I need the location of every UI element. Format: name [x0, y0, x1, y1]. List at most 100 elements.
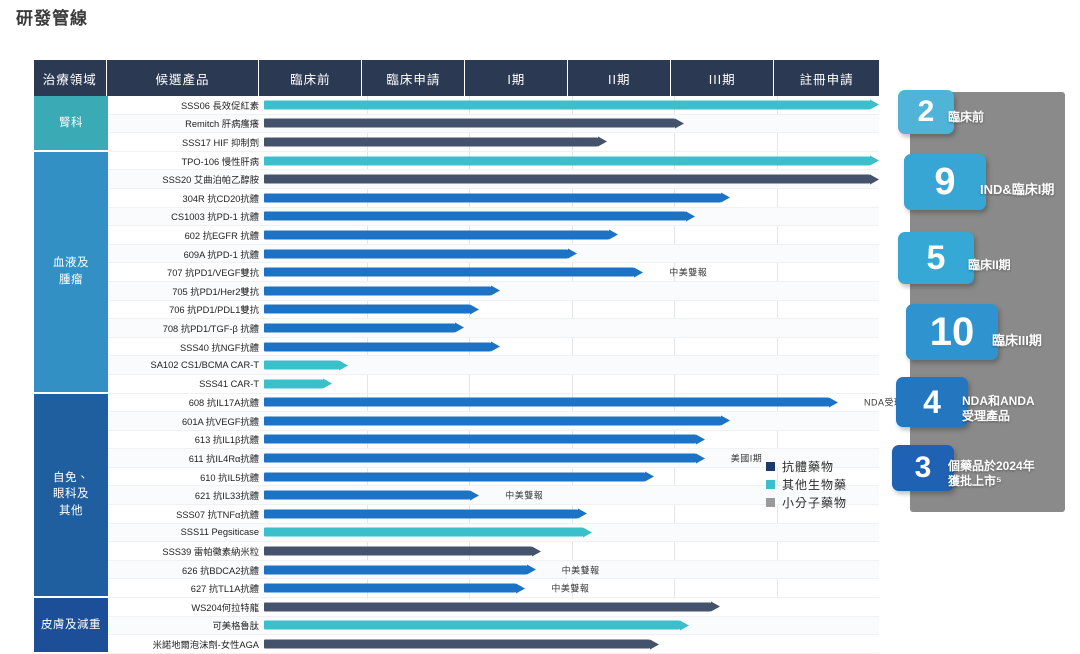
product-rows: WS204何拉特龍 可美格魯肽米諾地爾泡沫劑-女性AGA [108, 598, 879, 654]
product-name: 601A 抗VEGF抗體 [182, 416, 259, 427]
product-rows: 608 抗IL17A抗體 NDA受理 601A 抗VEGF抗體 613 抗IL1β抗體… [108, 394, 903, 599]
progress-bar [264, 285, 500, 296]
legend-label: 抗體藥物 [782, 459, 835, 474]
table-row[interactable]: WS204何拉特龍 [108, 598, 879, 617]
progress-bar [264, 490, 480, 501]
table-row[interactable]: 602 抗EGFR 抗體 [108, 226, 879, 245]
summary-panel: 2 臨床前 9 IND&臨床I期 5 臨床II期 10 臨床III期 4 NDA和ANDA 受理產品… [892, 90, 1065, 512]
product-name: 707 抗PD1/VEGF雙抗 [167, 268, 259, 279]
stage-track [264, 300, 879, 319]
progress-bar [264, 174, 879, 185]
product-name: SSS40 抗NGF抗體 [179, 342, 259, 353]
progress-bar [264, 453, 705, 464]
table-row[interactable]: 621 抗IL33抗體 中美雙報 [108, 486, 879, 506]
table-row[interactable]: 613 抗IL1β抗體 [108, 431, 879, 450]
summary-item: 10 臨床III期 [906, 304, 1042, 360]
arrow-tip-icon [608, 229, 618, 240]
summary-stage-label: NDA和ANDA 受理產品 [962, 394, 1035, 423]
table-row[interactable]: SSS17 HIF 抑制劑 [108, 133, 879, 152]
table-row[interactable]: 608 抗IL17A抗體 NDA受理 [108, 394, 903, 413]
product-name: SSS11 Pegsiticase [180, 527, 259, 538]
therapeutic-area-label: 血液及 腫瘤 [34, 151, 108, 394]
arrow-tip-icon [567, 248, 577, 259]
progress-bar [264, 434, 705, 445]
progress-bar [264, 304, 480, 315]
table-row[interactable]: 610 抗IL5抗體 [108, 468, 879, 487]
status-badge: NDA受理 [864, 397, 904, 408]
legend-swatch-icon [766, 479, 775, 489]
product-name: 610 抗IL5抗體 [200, 472, 259, 483]
stage-track [264, 133, 879, 152]
summary-stage-label: IND&臨床I期 [980, 181, 1055, 197]
stage-track: 中美雙報 [264, 560, 879, 579]
therapeutic-area-label: 自免、 眼科及 其他 [34, 393, 108, 599]
table-row[interactable]: 706 抗PD1/PDL1雙抗 [108, 301, 879, 320]
progress-bar-body [264, 509, 578, 519]
summary-count-badge: 4 [896, 377, 968, 427]
table-row[interactable]: 304R 抗CD20抗體 [108, 189, 879, 208]
table-row[interactable]: CS1003 抗PD-1 抗體 [108, 207, 879, 227]
table-row[interactable]: 708 抗PD1/TGF-β 抗體 [108, 319, 879, 338]
progress-bar [264, 471, 654, 482]
table-row[interactable]: SSS39 雷帕黴素納米粒 [108, 542, 879, 561]
progress-bar-body [264, 249, 568, 259]
table-row[interactable]: 705 抗PD1/Her2雙抗 [108, 281, 879, 301]
progress-bar [264, 639, 659, 650]
stage-track [264, 616, 879, 635]
progress-bar-body [264, 490, 471, 500]
table-row[interactable]: TPO-106 慢性肝病 NDA受理 [108, 152, 944, 171]
arrow-tip-icon [526, 564, 536, 575]
progress-bar [264, 192, 731, 203]
status-badge: 中美雙報 [551, 583, 590, 594]
status-badge: 中美雙報 [669, 267, 708, 278]
table-row[interactable]: SSS40 抗NGF抗體 [108, 338, 879, 357]
summary-item: 4 NDA和ANDA 受理產品 [896, 377, 1035, 427]
table-row[interactable]: 627 抗TL1A抗體 中美雙報 [108, 579, 879, 599]
progress-bar-body [264, 620, 681, 630]
product-name: 米諾地爾泡沫劑-女性AGA [152, 640, 259, 651]
table-row[interactable]: 609A 抗PD-1 抗體 [108, 244, 879, 264]
progress-bar [264, 527, 592, 538]
progress-bar [264, 267, 644, 278]
table-row[interactable]: SSS11 Pegsiticase [108, 523, 879, 543]
product-name: 708 抗PD1/TGF-β 抗體 [162, 323, 259, 334]
product-name: SSS41 CAR-T [199, 378, 259, 389]
legend-swatch-icon [766, 497, 775, 507]
progress-bar [264, 136, 608, 147]
arrow-tip-icon [695, 453, 705, 464]
table-row[interactable]: SA102 CS1/BCMA CAR-T [108, 356, 879, 375]
stage-track: 中美雙報 [264, 579, 879, 598]
arrow-tip-icon [531, 546, 541, 557]
column-header-phase2: II期 [568, 60, 672, 96]
arrow-tip-icon [649, 639, 659, 650]
summary-count-badge: 5 [898, 232, 974, 284]
table-row[interactable]: 626 抗BDCA2抗體 中美雙報 [108, 560, 879, 580]
progress-bar-body [264, 174, 870, 184]
product-name: 613 抗IL1β抗體 [194, 435, 259, 446]
table-row[interactable]: 米諾地爾泡沫劑-女性AGA [108, 635, 879, 654]
column-header-preclinical: 臨床前 [259, 60, 363, 96]
arrow-tip-icon [644, 471, 654, 482]
table-row[interactable]: SSS07 抗TNFα抗體 [108, 505, 879, 524]
progress-bar-body [264, 453, 696, 463]
progress-bar-body [264, 100, 870, 110]
table-row[interactable]: SSS06 長效促紅素 NDA受理 [108, 96, 944, 115]
stage-track [264, 523, 879, 542]
table-row[interactable]: 707 抗PD1/VEGF雙抗 中美雙報 [108, 263, 879, 282]
table-row[interactable]: Remitch 肝病瘙癢 [108, 114, 879, 134]
product-name: Remitch 肝病瘙癢 [185, 119, 259, 130]
product-name: 304R 抗CD20抗體 [182, 193, 259, 204]
table-row[interactable]: 可美格魯肽 [108, 616, 879, 636]
stage-track [264, 319, 879, 338]
summary-stage-label: 臨床III期 [992, 332, 1042, 348]
legend-swatch-icon [766, 461, 775, 471]
table-row[interactable]: 611 抗IL4Rα抗體 美國I期 [108, 449, 879, 468]
arrow-tip-icon [634, 267, 644, 278]
progress-bar [264, 583, 526, 594]
stage-track [264, 412, 879, 431]
product-rows: SSS06 長效促紅素 NDA受理 Remitch 肝病瘙癢 SSS17 HIF 抑制… [108, 96, 944, 152]
table-row[interactable]: SSS41 CAR-T [108, 375, 879, 394]
progress-bar-body [264, 156, 870, 166]
table-row[interactable]: 601A 抗VEGF抗體 [108, 412, 879, 431]
